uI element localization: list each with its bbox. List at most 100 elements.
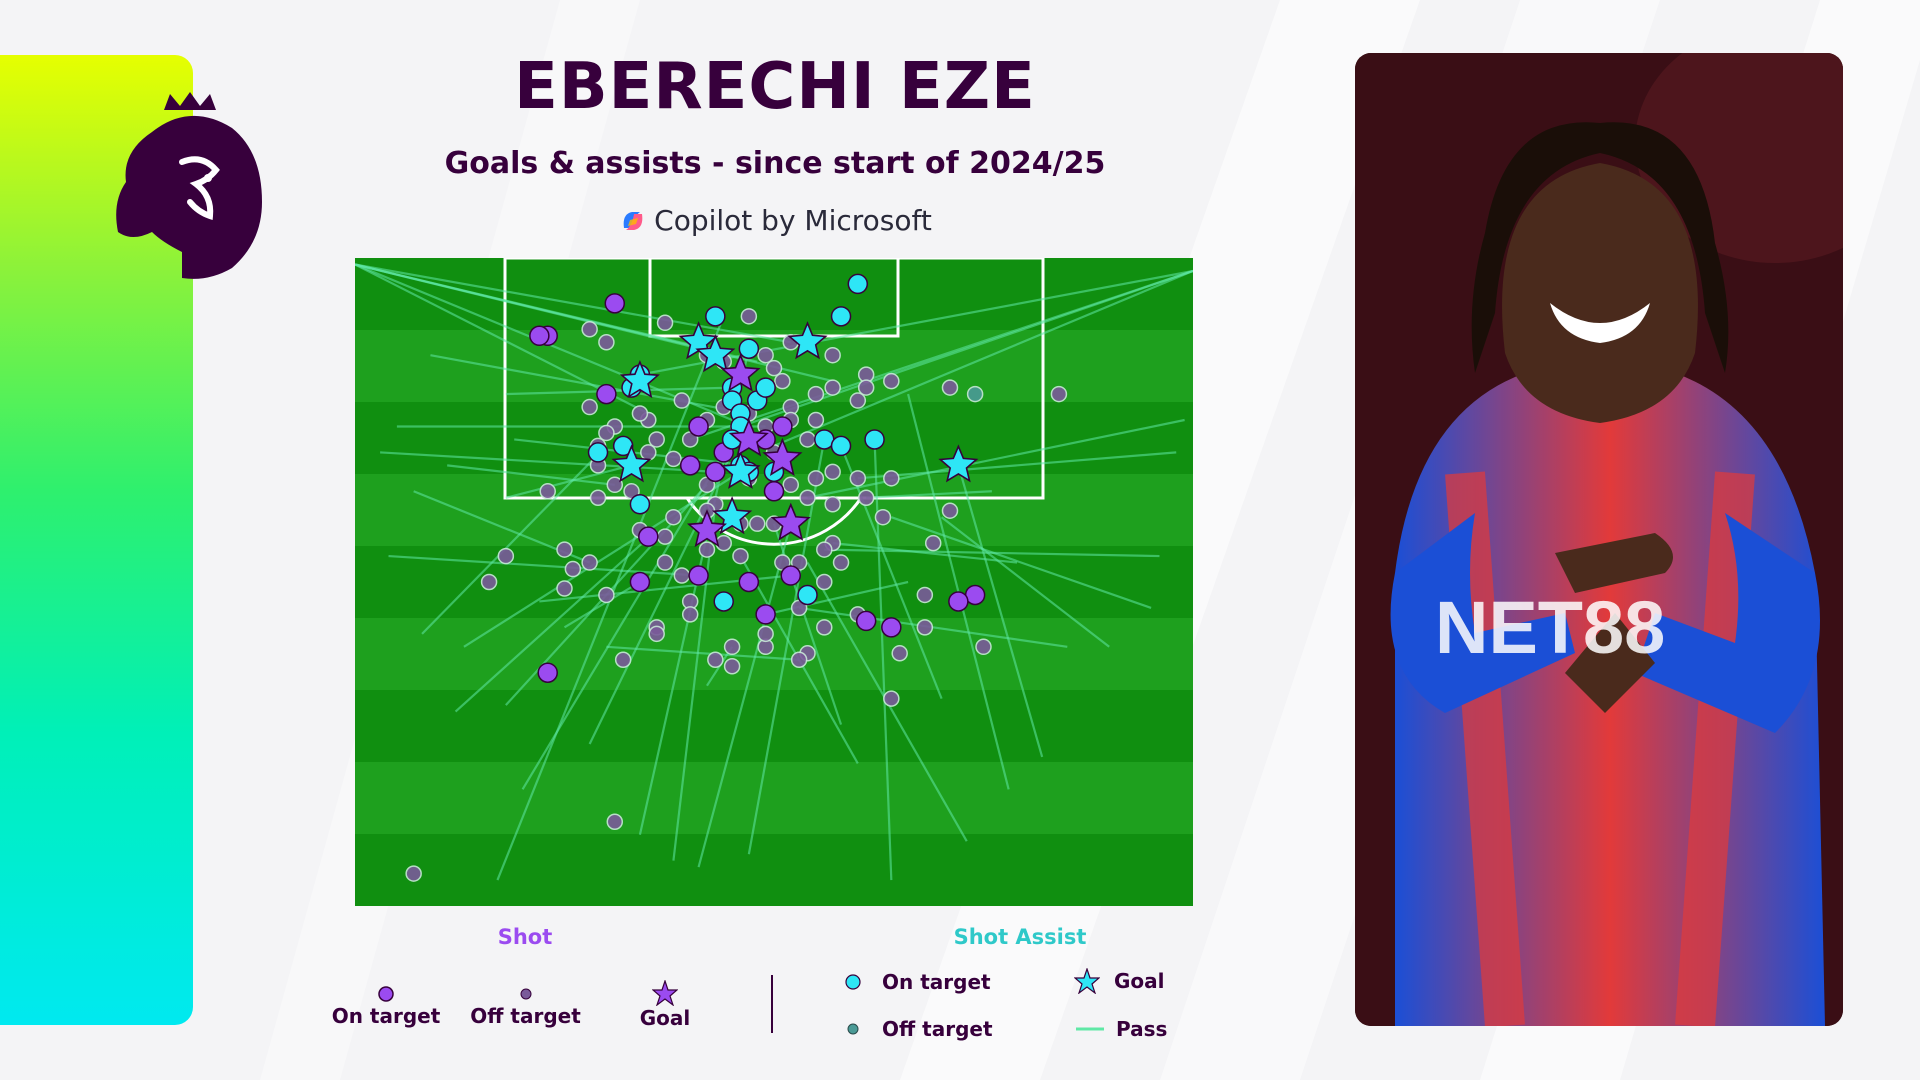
pass-line — [639, 269, 1194, 376]
shot-off-target-mark — [799, 489, 816, 507]
pass-line — [672, 504, 717, 861]
legend-shot-assist-title: Shot Assist — [953, 925, 1087, 949]
shot-off-target-mark — [874, 508, 892, 526]
shot-off-target-mark — [564, 560, 582, 578]
shot-on-target-mark — [738, 571, 760, 593]
assist-on-target-mark — [713, 591, 734, 612]
assist-on-target-mark — [864, 429, 885, 450]
assist-on-target-mark — [830, 306, 852, 327]
shot-off-target-mark — [648, 431, 665, 448]
shot-off-target-mark — [656, 528, 674, 545]
shot-goal-mark — [770, 502, 811, 541]
shot-off-target-mark — [891, 645, 908, 662]
shot-off-target-mark — [665, 508, 682, 526]
shot-off-target-mark — [849, 392, 867, 409]
legend-shot-goal: Goal — [620, 980, 710, 1030]
shot-off-target-mark — [832, 554, 850, 571]
shirt-sponsor-graphic: NET88 — [1435, 586, 1665, 669]
legend-assist-goal: Goal — [1074, 968, 1165, 994]
copilot-icon — [623, 211, 643, 230]
shot-off-target-mark — [807, 385, 825, 403]
shot-goal-mark — [720, 353, 761, 392]
shot-off-target-mark — [673, 392, 691, 409]
shot-goal-mark — [686, 509, 727, 548]
pass-line — [421, 445, 608, 635]
assist-on-target-mark — [830, 435, 852, 457]
legend-assist-off-target: Off target — [842, 1017, 993, 1041]
shot-on-target-mark — [604, 293, 626, 314]
legend-assist-on-target: On target — [842, 970, 991, 994]
legend-label: Goal — [1114, 969, 1165, 993]
shot-on-target-mark — [596, 383, 617, 405]
legend-divider — [771, 975, 773, 1033]
shot-on-target-mark — [629, 571, 651, 593]
shot-off-target-mark — [673, 567, 691, 584]
legend-label: On target — [331, 1004, 441, 1028]
shot-on-target-mark — [855, 610, 877, 632]
shot-off-target-mark — [883, 690, 900, 707]
shot-off-target-mark — [807, 411, 825, 429]
shot-off-target-mark — [748, 515, 766, 532]
shot-on-target-mark — [780, 565, 802, 586]
shot-on-target-mark — [705, 461, 726, 483]
shot-off-target-mark — [581, 321, 598, 338]
pass-line — [388, 554, 699, 577]
shot-off-target-mark — [581, 554, 598, 571]
shot-off-target-mark — [723, 657, 741, 675]
pass-line — [940, 516, 1110, 648]
assist-goal-mark — [787, 321, 828, 360]
premier-league-lion-icon — [116, 92, 262, 279]
shot-off-target-mark — [631, 405, 649, 422]
sponsor-text: Copilot by Microsoft — [654, 204, 932, 237]
shot-on-target-mark — [881, 617, 902, 638]
shot-on-target-mark — [688, 565, 709, 586]
pitch-stripe — [355, 762, 1193, 835]
pass-line — [824, 548, 1160, 558]
shot-off-target-mark — [782, 476, 800, 494]
shot-off-target-mark — [589, 489, 607, 507]
shot-off-target-mark — [824, 495, 841, 513]
shot-off-target-mark — [556, 541, 573, 558]
shot-off-target-mark — [916, 586, 934, 604]
shot-off-target-mark — [1050, 385, 1068, 403]
pitch-stripes — [355, 258, 1193, 907]
shot-off-target-mark — [715, 534, 732, 552]
shot-off-target-mark — [824, 463, 841, 481]
shot-off-target-mark — [740, 308, 758, 325]
shot-off-target-mark — [698, 541, 716, 558]
pass-line — [798, 606, 1068, 648]
assist-off-target-icon — [847, 1023, 859, 1035]
shot-off-target-mark — [790, 651, 808, 669]
shot-off-target-mark — [916, 619, 934, 636]
pass-line — [606, 645, 800, 661]
shot-off-target-icon — [520, 988, 531, 1000]
shot-off-target-mark — [883, 372, 900, 390]
shot-goal-mark — [762, 437, 803, 477]
shot-off-target-mark — [656, 314, 674, 332]
shot-off-target-mark — [606, 813, 624, 831]
assist-goal-mark — [720, 450, 761, 489]
pitch-stripe — [355, 834, 1193, 907]
pass-line — [747, 439, 826, 855]
assist-on-target-mark — [738, 338, 760, 359]
pass-line-icon — [1076, 1027, 1104, 1031]
legend-shot-off-target: Off target — [468, 984, 583, 1028]
six-yard-box — [648, 256, 900, 338]
assist-on-target-mark — [612, 435, 634, 457]
shot-on-target-mark — [688, 416, 709, 437]
shot-off-target-mark — [857, 379, 875, 396]
shot-off-target-mark — [648, 625, 665, 643]
assist-on-target-mark — [629, 493, 651, 515]
shot-off-target-mark — [807, 470, 825, 487]
shot-on-target-mark — [763, 481, 785, 502]
shot-off-target-mark — [774, 372, 791, 390]
shot-map-chart — [354, 256, 1194, 907]
pass-line — [697, 523, 792, 868]
shot-off-target-mark — [924, 534, 942, 552]
shot-off-target-mark — [707, 651, 724, 669]
shot-off-target-mark — [824, 346, 841, 364]
legend-pass: Pass — [1074, 1017, 1167, 1041]
shot-off-target-mark — [581, 398, 598, 416]
shot-off-target-mark — [598, 586, 615, 604]
legend-shot-on-target: On target — [330, 984, 442, 1028]
